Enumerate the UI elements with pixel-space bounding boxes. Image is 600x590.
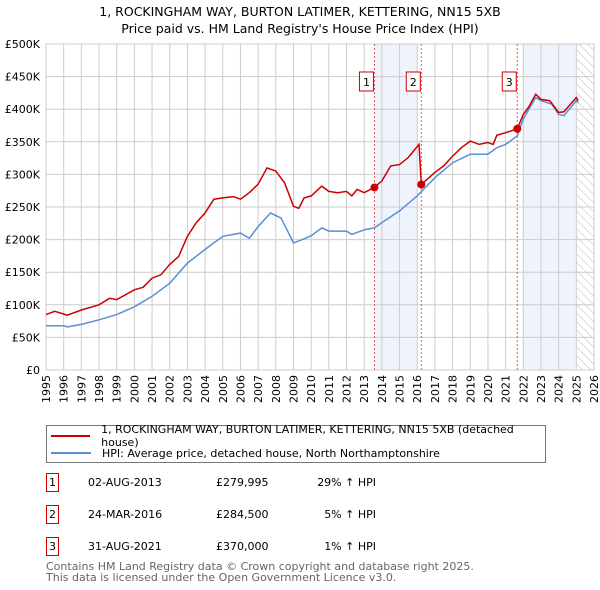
hpi-series-line (46, 96, 579, 328)
x-tick-label: 2019 (464, 375, 477, 403)
y-tick-label: £100K (5, 299, 41, 312)
sale-label: 1 (363, 76, 370, 89)
y-tick-label: £350K (5, 136, 41, 149)
x-tick-label: 2007 (252, 375, 265, 403)
transaction-price: £284,500 (216, 508, 269, 521)
x-tick-label: 2001 (146, 375, 159, 403)
x-tick-label: 1999 (111, 375, 124, 403)
legend-label-property: 1, ROCKINGHAM WAY, BURTON LATIMER, KETTE… (101, 423, 514, 449)
x-tick-label: 2017 (429, 375, 442, 403)
x-tick-label: 1998 (93, 375, 106, 403)
sale-label-box (501, 71, 517, 92)
transaction-row: 1 02-AUG-2013 £279,995 29% ↑ HPI (46, 473, 446, 493)
x-tick-label: 2025 (570, 375, 583, 403)
y-tick-label: £400K (5, 103, 41, 116)
x-tick-label: 2023 (535, 375, 548, 403)
plot-border (45, 43, 595, 371)
x-tick-label: 2002 (164, 375, 177, 403)
y-tick-label: £300K (5, 168, 41, 181)
transaction-date: 02-AUG-2013 (88, 476, 162, 489)
y-tick-label: £200K (5, 234, 41, 247)
y-tick-label: £0 (26, 364, 40, 377)
transaction-date: 24-MAR-2016 (88, 508, 163, 521)
sale-point (417, 180, 426, 189)
y-tick-label: £450K (5, 71, 41, 84)
transaction-hpi-diff: 29% ↑ HPI (317, 476, 376, 489)
sale-label: 3 (506, 76, 513, 89)
x-tick-label: 2022 (517, 375, 530, 403)
y-tick-label: £250K (5, 201, 41, 214)
transaction-number: 3 (46, 537, 59, 556)
x-tick-label: 2026 (588, 375, 600, 403)
legend-item-property: 1, ROCKINGHAM WAY, BURTON LATIMER, KETTE… (51, 423, 545, 449)
x-tick-label: 2003 (181, 375, 194, 403)
x-tick-label: 2012 (341, 375, 354, 403)
property-series-line (45, 92, 579, 316)
transaction-hpi-diff: 1% ↑ HPI (324, 540, 376, 553)
x-tick-label: 2008 (270, 375, 283, 403)
chart-title: 1, ROCKINGHAM WAY, BURTON LATIMER, KETTE… (99, 4, 501, 19)
x-tick-label: 1996 (58, 375, 71, 403)
sale-label: 2 (410, 76, 417, 89)
x-tick-label: 2016 (411, 375, 424, 403)
price-chart: 1995 1996 1997 1998 1999 2000 2001 2002 2003 2004… (5, 38, 600, 403)
x-tick-label: 1997 (75, 375, 88, 403)
x-tick-label: 2010 (305, 375, 318, 403)
transaction-hpi-diff: 5% ↑ HPI (324, 508, 376, 521)
sale-point (370, 183, 379, 192)
legend-line-red (51, 435, 91, 437)
x-tick-label: 1995 (40, 375, 53, 403)
x-tick-label: 2014 (376, 375, 389, 403)
x-tick-label: 2021 (500, 375, 513, 403)
x-tick-label: 2018 (447, 375, 460, 403)
x-tick-label: 2011 (323, 375, 336, 403)
x-tick-label: 2009 (287, 375, 300, 403)
transaction-row: 3 31-AUG-2021 £370,000 1% ↑ HPI (46, 537, 446, 557)
sale-label-box (358, 71, 374, 92)
sale-label-box (405, 71, 421, 92)
x-tick-label: 2015 (394, 375, 407, 403)
y-tick-label: £50K (12, 331, 41, 344)
transaction-price: £279,995 (216, 476, 269, 489)
y-tick-label: £150K (5, 266, 41, 279)
x-tick-label: 2004 (199, 375, 212, 403)
transaction-number: 2 (46, 505, 59, 524)
transaction-date: 31-AUG-2021 (88, 540, 162, 553)
x-tick-label: 2020 (482, 375, 495, 403)
x-tick-label: 2006 (234, 375, 247, 403)
sale-point (513, 124, 522, 133)
legend-line-blue (51, 452, 91, 454)
transaction-number: 1 (46, 473, 59, 492)
transaction-price: £370,000 (216, 540, 269, 553)
x-tick-label: 2005 (217, 375, 230, 403)
legend-item-hpi: HPI: Average price, detached house, Nort… (51, 446, 440, 460)
x-tick-label: 2024 (553, 375, 566, 403)
chart-subtitle: Price paid vs. HM Land Registry's House … (121, 21, 479, 36)
x-tick-label: 2013 (358, 375, 371, 403)
y-tick-label: £500K (5, 38, 41, 51)
footer-licence: This data is licensed under the Open Gov… (46, 571, 397, 584)
x-tick-label: 2000 (128, 375, 141, 403)
legend: 1, ROCKINGHAM WAY, BURTON LATIMER, KETTE… (46, 423, 546, 463)
legend-label-hpi: HPI: Average price, detached house, Nort… (102, 446, 440, 460)
transaction-row: 2 24-MAR-2016 £284,500 5% ↑ HPI (46, 505, 446, 525)
footer-copyright: Contains HM Land Registry data © Crown c… (46, 560, 474, 573)
